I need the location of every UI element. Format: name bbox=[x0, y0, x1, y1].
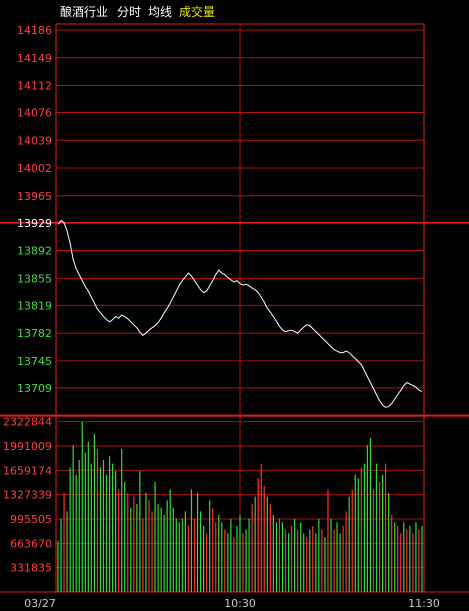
time-label: 10:30 bbox=[224, 597, 256, 610]
volume-tick-label: 331835 bbox=[10, 562, 52, 575]
volume-tick-label: 995505 bbox=[10, 513, 52, 526]
volume-tick-label: 1327339 bbox=[3, 489, 52, 502]
price-tick-label: 13745 bbox=[17, 355, 52, 368]
grid-lines bbox=[0, 23, 469, 593]
price-tick-label: 13929 bbox=[17, 217, 52, 230]
volume-tick-label: 2322844 bbox=[3, 416, 52, 429]
price-tick-label: 13965 bbox=[17, 190, 52, 203]
header-average: 均线 bbox=[148, 5, 172, 19]
price-tick-label: 13709 bbox=[17, 382, 52, 395]
volume-tick-label: 663670 bbox=[10, 537, 52, 550]
volume-tick-label: 1659174 bbox=[3, 464, 52, 477]
header-title: 酿酒行业 bbox=[60, 4, 108, 19]
price-axis-labels: 14186 14149 14112 14076 14039 14002 13965 13929… bbox=[17, 24, 52, 395]
price-tick-label: 14149 bbox=[17, 52, 52, 65]
header-volume: 成交量 bbox=[179, 4, 215, 19]
header-period: 分时 bbox=[117, 5, 141, 19]
volume-tick-label: 1991009 bbox=[3, 440, 52, 453]
price-tick-label: 14186 bbox=[17, 24, 52, 37]
volume-axis-labels: 2322844 1991009 1659174 1327339 995505 663670… bbox=[3, 416, 52, 575]
price-tick-label: 13782 bbox=[17, 327, 52, 340]
price-tick-label: 13819 bbox=[17, 299, 52, 312]
time-label: 03/27 bbox=[24, 597, 56, 610]
price-tick-label: 13855 bbox=[17, 272, 52, 285]
volume-bars bbox=[57, 421, 423, 592]
time-label: 11:30 bbox=[408, 597, 440, 610]
price-tick-label: 14076 bbox=[17, 107, 52, 120]
price-line bbox=[57, 219, 423, 408]
price-tick-label: 14002 bbox=[17, 162, 52, 175]
price-tick-label: 13892 bbox=[17, 245, 52, 258]
price-tick-label: 14039 bbox=[17, 134, 52, 147]
time-axis-labels: 03/27 10:30 11:30 bbox=[24, 597, 440, 610]
price-tick-label: 14112 bbox=[17, 80, 52, 93]
